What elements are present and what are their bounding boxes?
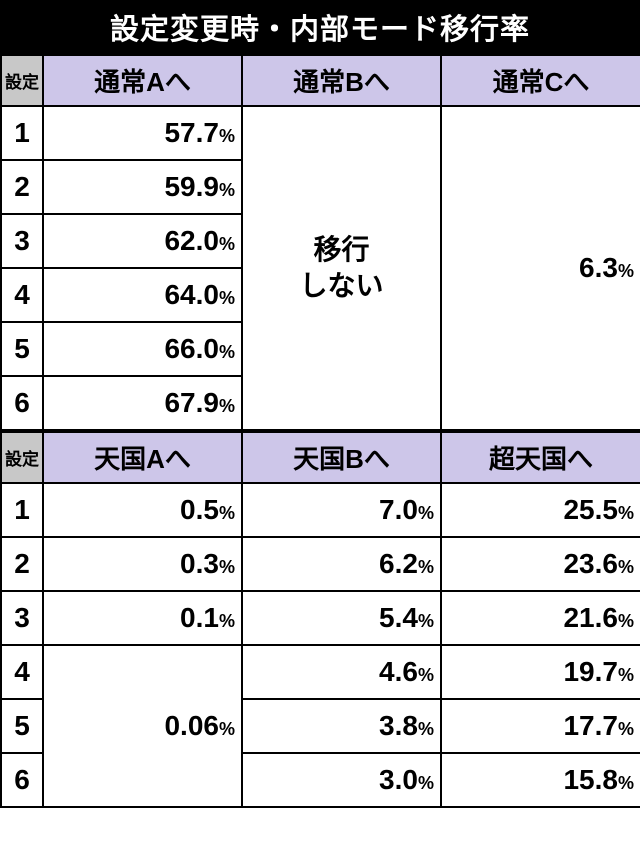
col-header: 通常Cへ <box>441 55 640 106</box>
table-cell: 3.8% <box>242 699 441 753</box>
col-header: 通常Bへ <box>242 55 441 106</box>
row-header: 5 <box>1 699 43 753</box>
table-cell: 66.0% <box>43 322 242 376</box>
row-header: 4 <box>1 268 43 322</box>
col-header: 天国Bへ <box>242 432 441 483</box>
mode-table-2: 設定 天国Aへ 天国Bへ 超天国へ 1 0.5% 7.0% 25.5% 2 0.… <box>0 431 640 808</box>
table-cell: 67.9% <box>43 376 242 430</box>
row-header: 3 <box>1 214 43 268</box>
table-cell: 17.7% <box>441 699 640 753</box>
row-header: 6 <box>1 376 43 430</box>
table-cell: 3.0% <box>242 753 441 807</box>
table-cell-merged: 移行しない <box>242 106 441 430</box>
row-header: 2 <box>1 160 43 214</box>
table-cell: 59.9% <box>43 160 242 214</box>
row-header: 6 <box>1 753 43 807</box>
table-cell: 19.7% <box>441 645 640 699</box>
table-cell-merged: 6.3% <box>441 106 640 430</box>
row-header: 3 <box>1 591 43 645</box>
table-cell-merged: 0.06% <box>43 645 242 807</box>
table-cell: 7.0% <box>242 483 441 537</box>
table-cell: 6.2% <box>242 537 441 591</box>
table-cell: 5.4% <box>242 591 441 645</box>
table-cell: 0.3% <box>43 537 242 591</box>
table-cell: 15.8% <box>441 753 640 807</box>
table-cell: 0.5% <box>43 483 242 537</box>
table-cell: 0.1% <box>43 591 242 645</box>
row-header: 5 <box>1 322 43 376</box>
table-cell: 23.6% <box>441 537 640 591</box>
row-header: 1 <box>1 106 43 160</box>
mode-table-1: 設定 通常Aへ 通常Bへ 通常Cへ 1 57.7% 移行しない 6.3% 2 5… <box>0 54 640 431</box>
table-cell: 64.0% <box>43 268 242 322</box>
row-header: 1 <box>1 483 43 537</box>
table-cell: 62.0% <box>43 214 242 268</box>
table-cell: 57.7% <box>43 106 242 160</box>
table-cell: 4.6% <box>242 645 441 699</box>
col-header: 超天国へ <box>441 432 640 483</box>
col-header: 天国Aへ <box>43 432 242 483</box>
row-header: 4 <box>1 645 43 699</box>
col-header: 通常Aへ <box>43 55 242 106</box>
table-cell: 25.5% <box>441 483 640 537</box>
corner-label: 設定 <box>1 432 43 483</box>
table-cell: 21.6% <box>441 591 640 645</box>
page-title: 設定変更時・内部モード移行率 <box>0 0 640 54</box>
row-header: 2 <box>1 537 43 591</box>
corner-label: 設定 <box>1 55 43 106</box>
